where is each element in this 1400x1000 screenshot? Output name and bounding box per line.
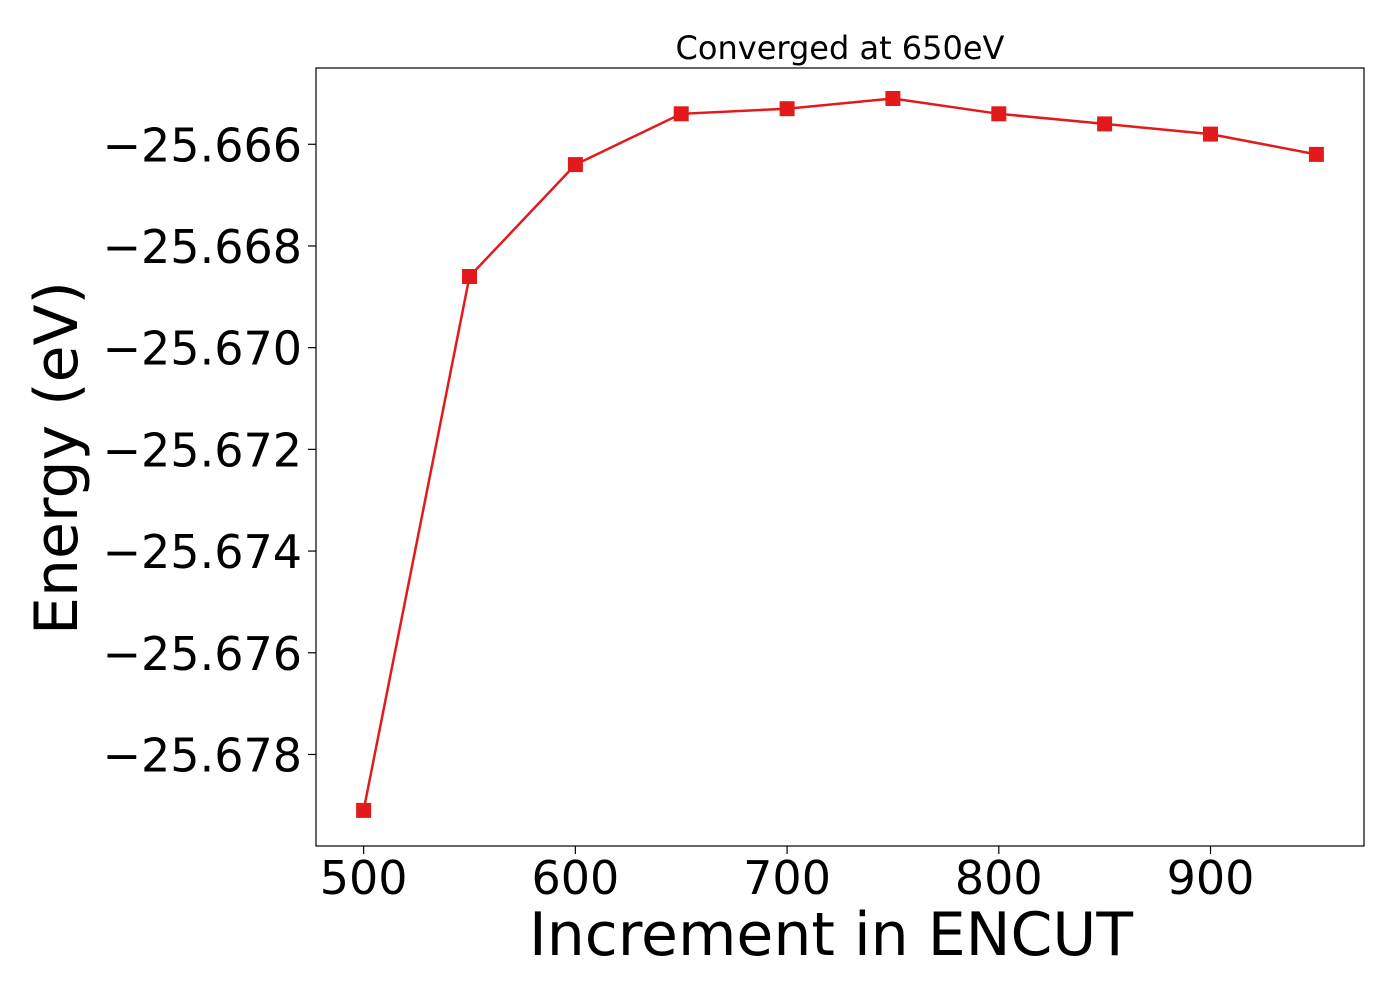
x-tick-label: 600 [531,851,619,905]
data-point-marker [885,91,901,106]
x-tick-label: 800 [955,851,1043,905]
y-tick-label: −25.672 [103,423,303,477]
data-point-marker [1308,146,1324,162]
chart-title: Converged at 650eV [676,29,1005,67]
data-point-marker [1203,126,1218,142]
y-tick-label: −25.676 [103,627,303,681]
data-point-marker [1097,116,1113,132]
data-point-marker [462,269,477,284]
x-axis-label: Increment in ENCUT [529,900,1133,970]
y-tick-label: −25.666 [103,118,303,172]
y-tick-label: −25.668 [103,220,303,274]
y-tick-label: −25.670 [103,322,303,376]
series-line [362,97,1317,811]
data-point-marker [991,106,1007,122]
data-point-marker [356,802,372,818]
y-tick-label: −25.674 [103,525,303,579]
y-tick-label: −25.678 [103,728,303,782]
x-tick-label: 900 [1167,851,1255,905]
x-tick-label: 500 [320,851,408,905]
x-tick-label: 700 [743,851,831,905]
data-point-marker [779,101,795,117]
y-axis-label: Energy (eV) [22,281,92,635]
series-markers [356,91,1324,818]
plot-area [315,67,1365,847]
data-point-marker [673,106,689,122]
y-axis-ticks: −25.678 −25.676 −25.674 −25.672 −25.670 −25.6… [103,118,316,782]
data-point-marker [567,157,583,173]
x-axis-ticks: 500 600 700 800 900 [320,846,1255,905]
